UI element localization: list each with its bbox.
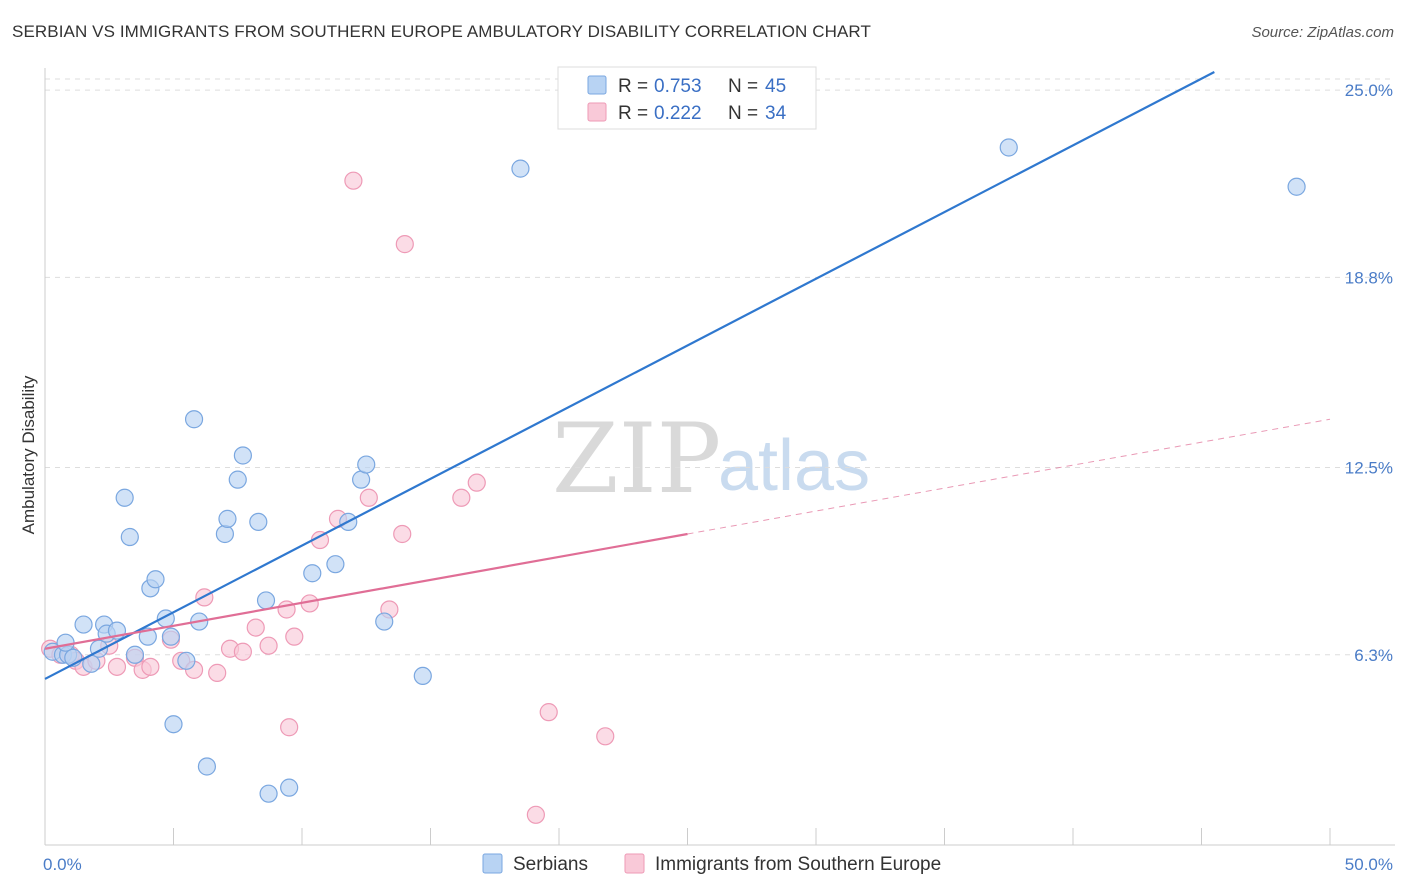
bottom-legend-swatch-immigrants bbox=[624, 853, 645, 874]
serbians-point bbox=[115, 488, 134, 507]
serbians-point bbox=[259, 784, 278, 803]
immigrants-point bbox=[280, 718, 299, 737]
immigrants-point bbox=[246, 618, 265, 637]
source-label: Source: ZipAtlas.com bbox=[1251, 24, 1394, 41]
serbians-point bbox=[125, 645, 145, 664]
bottom-legend-immigrants: Immigrants from Southern Europe bbox=[655, 854, 941, 875]
serbians-point bbox=[413, 666, 432, 686]
legend-r-label-1: R = bbox=[618, 76, 648, 97]
serbians-point bbox=[256, 591, 276, 610]
serbians-point bbox=[233, 446, 252, 465]
axes bbox=[44, 68, 1395, 846]
immigrants-point bbox=[467, 473, 486, 492]
chart-title: SERBIAN VS IMMIGRANTS FROM SOUTHERN EURO… bbox=[12, 22, 871, 41]
serbians-point bbox=[249, 512, 268, 532]
immigrants-point bbox=[393, 524, 412, 544]
legend-n-label-2: N = bbox=[728, 103, 758, 124]
tick-labels: 6.3% 12.5% 18.8% 25.0% 0.0% 50.0% bbox=[43, 81, 1393, 874]
serbians-point bbox=[215, 524, 234, 544]
legend-r-value-2: 0.222 bbox=[654, 103, 702, 124]
series-legend: Serbians Immigrants from Southern Europe bbox=[482, 853, 941, 875]
immigrants-point bbox=[141, 657, 160, 676]
legend-r-value-1: 0.753 bbox=[654, 76, 702, 97]
immigrants-point bbox=[395, 235, 414, 254]
serbians-point bbox=[280, 778, 299, 797]
stats-legend: R = 0.753 N = 45 R = 0.222 N = 34 bbox=[557, 66, 817, 130]
serbians-point bbox=[352, 470, 371, 489]
serbians-point bbox=[177, 651, 196, 670]
x-tick-label-max: 50.0% bbox=[1345, 855, 1393, 874]
serbians-point bbox=[56, 633, 75, 652]
serbians-point bbox=[164, 715, 183, 734]
serbians-point bbox=[326, 555, 345, 574]
legend-n-value-1: 45 bbox=[765, 76, 786, 97]
legend-swatch-serbians bbox=[587, 75, 607, 95]
legend-n-label-1: N = bbox=[728, 76, 758, 97]
serbians-point bbox=[138, 627, 157, 646]
y-tick-label: 12.5% bbox=[1345, 459, 1393, 478]
y-tick-label: 18.8% bbox=[1345, 268, 1393, 287]
immigrants-point bbox=[526, 805, 545, 824]
serbians-point bbox=[197, 757, 217, 776]
serbians-point bbox=[1287, 177, 1306, 196]
trend-lines bbox=[44, 71, 1331, 680]
serbians-point bbox=[120, 527, 139, 547]
immigrants-point bbox=[344, 171, 363, 190]
serbians-point bbox=[161, 627, 181, 646]
serbians-point bbox=[146, 570, 165, 589]
y-tick-label: 25.0% bbox=[1345, 81, 1393, 100]
serbians-point bbox=[218, 509, 237, 528]
serbians-point bbox=[74, 615, 93, 634]
grid-lines bbox=[45, 78, 1395, 656]
immigrants-point bbox=[359, 488, 378, 507]
serbians-point bbox=[375, 612, 394, 631]
watermark-zip: ZIP bbox=[552, 403, 721, 515]
immigrants-trend-extension bbox=[687, 418, 1331, 535]
y-axis-label: Ambulatory Disability bbox=[19, 375, 38, 534]
immigrants-point bbox=[233, 642, 252, 661]
serbians-point bbox=[228, 470, 247, 489]
serbians-trend-line bbox=[44, 71, 1215, 680]
immigrants-point bbox=[107, 657, 127, 676]
bottom-legend-swatch-serbians bbox=[482, 853, 503, 874]
immigrants-point bbox=[452, 488, 471, 507]
immigrants-trend-line bbox=[44, 532, 688, 650]
serbians-point bbox=[184, 410, 204, 429]
immigrants-point bbox=[285, 627, 304, 646]
immigrants-point bbox=[208, 663, 227, 682]
serbians-points bbox=[43, 96, 1306, 803]
serbians-point bbox=[357, 455, 376, 474]
legend-swatch-immigrants bbox=[587, 102, 607, 122]
y-tick-label: 6.3% bbox=[1354, 646, 1393, 665]
legend-n-value-2: 34 bbox=[765, 103, 787, 124]
serbians-point bbox=[511, 159, 530, 178]
serbians-point bbox=[303, 564, 322, 583]
immigrants-point bbox=[539, 703, 558, 722]
immigrants-point bbox=[596, 727, 615, 746]
legend-r-label-2: R = bbox=[618, 103, 648, 124]
serbians-point bbox=[999, 138, 1018, 157]
immigrants-point bbox=[259, 636, 278, 655]
bottom-legend-serbians: Serbians bbox=[513, 854, 588, 875]
x-tick-label-min: 0.0% bbox=[43, 855, 82, 874]
watermark-atlas: atlas bbox=[718, 426, 870, 506]
